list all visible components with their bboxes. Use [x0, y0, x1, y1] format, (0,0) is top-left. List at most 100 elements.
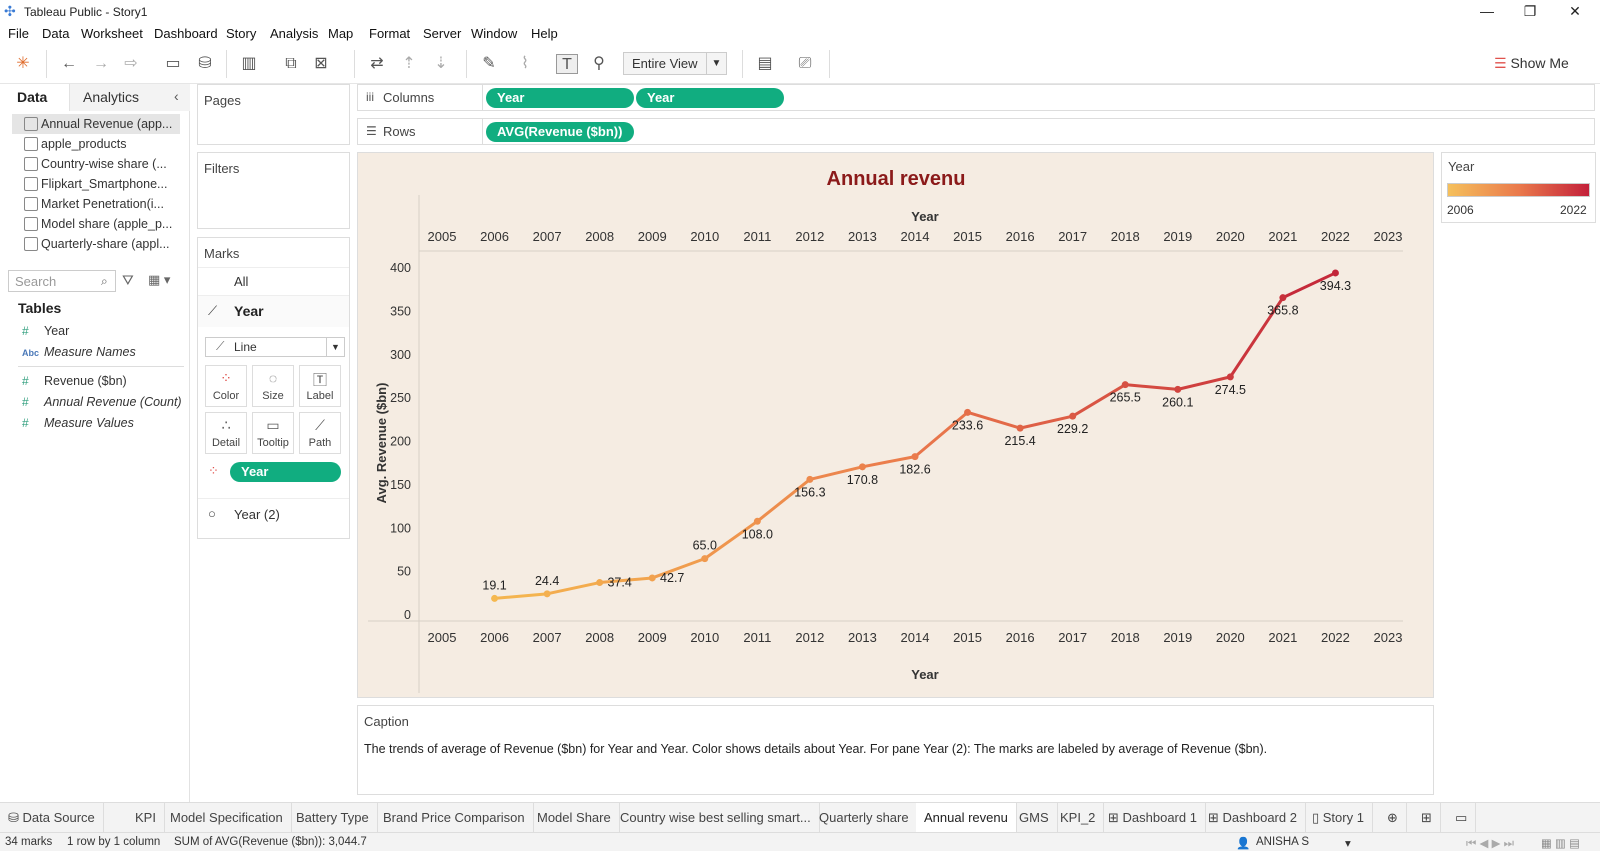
line-chart[interactable]: Annual revenu Year Year Avg. Revenue ($b…: [358, 153, 1433, 697]
new-worksheet-tab-icon[interactable]: ⊕: [1379, 803, 1407, 832]
detail-button[interactable]: ∴ Detail: [205, 412, 247, 454]
presentation-mode-icon[interactable]: ⎚: [798, 55, 812, 72]
color-button[interactable]: ⁘ Color: [205, 365, 247, 407]
save-icon[interactable]: ▭: [165, 55, 181, 72]
filters-shelf[interactable]: Filters: [197, 152, 350, 229]
tab-gms[interactable]: GMS: [1011, 803, 1058, 832]
sort-descending-icon[interactable]: ⇣: [434, 55, 448, 72]
field-item[interactable]: Abc Measure Names: [22, 345, 136, 359]
clear-sheet-icon[interactable]: ⊠: [314, 55, 328, 72]
columns-year-pill-2[interactable]: Year: [636, 88, 784, 108]
replay-icon[interactable]: ⇨: [124, 55, 138, 72]
tableau-home-icon[interactable]: ✳: [16, 55, 30, 72]
show-me-button[interactable]: ☰ Show Me: [1494, 55, 1569, 72]
menu-help[interactable]: Help: [531, 26, 558, 41]
x-tick-label-top: 2014: [901, 229, 930, 244]
fix-axes-icon[interactable]: ⚲: [593, 55, 605, 72]
tab-model-share[interactable]: Model Share: [529, 803, 620, 832]
filter-icon[interactable]: ⛛: [122, 272, 134, 288]
pages-label: Pages: [204, 93, 241, 108]
field-item[interactable]: # Year: [22, 324, 69, 338]
page-nav-icons[interactable]: ⏮ ◀ ▶ ⏭: [1466, 838, 1514, 850]
mark-type-select[interactable]: ⟋ Line ▼: [205, 337, 345, 357]
view-mode-icons[interactable]: ▦ ▥ ▤: [1541, 838, 1580, 850]
tab-analytics[interactable]: Analytics: [69, 84, 190, 111]
tab-data[interactable]: Data: [0, 84, 69, 111]
maximize-button[interactable]: ❐: [1523, 3, 1537, 19]
duplicate-sheet-icon[interactable]: ⧉: [285, 55, 297, 72]
new-datasource-icon[interactable]: ⛁: [198, 55, 212, 72]
tab-model-specification[interactable]: Model Specification: [162, 803, 292, 832]
tab-dashboard-2[interactable]: ⊞ Dashboard 2: [1200, 803, 1306, 832]
color-legend[interactable]: Year 2006 2022: [1441, 152, 1596, 223]
menu-window[interactable]: Window: [471, 26, 518, 41]
size-button[interactable]: ◌ Size: [252, 365, 294, 407]
tab-kpi[interactable]: KPI: [127, 803, 165, 832]
new-worksheet-icon[interactable]: ▥: [241, 55, 257, 72]
highlight-icon[interactable]: ✎: [482, 55, 496, 72]
menu-map[interactable]: Map: [328, 26, 354, 41]
chevron-down-icon[interactable]: ▾: [1345, 838, 1351, 850]
viz-area[interactable]: Annual revenu Year Year Avg. Revenue ($b…: [357, 152, 1434, 698]
caption-card[interactable]: Caption The trends of average of Revenue…: [357, 705, 1434, 795]
datasource-item[interactable]: Model share (apple_p...: [12, 214, 180, 234]
tab-battery-type[interactable]: Battery Type: [288, 803, 378, 832]
menu-file[interactable]: File: [8, 26, 29, 41]
show-cards-icon[interactable]: ▤: [757, 55, 773, 72]
menu-story[interactable]: Story: [226, 26, 257, 41]
tab-dashboard-1[interactable]: ⊞ Dashboard 1: [1100, 803, 1206, 832]
menu-analysis[interactable]: Analysis: [270, 26, 319, 41]
tab-story-1[interactable]: ▯ Story 1: [1304, 803, 1373, 832]
field-item[interactable]: # Measure Values: [22, 416, 134, 430]
group-members-icon[interactable]: ⌇: [521, 55, 529, 72]
menu-dashboard[interactable]: Dashboard: [154, 26, 218, 41]
redo-icon[interactable]: →: [93, 55, 109, 72]
show-mark-labels-icon[interactable]: T: [556, 54, 578, 74]
collapse-icon[interactable]: ‹: [174, 88, 179, 104]
datasource-item[interactable]: Flipkart_Smartphone...: [12, 174, 180, 194]
menu-data[interactable]: Data: [42, 26, 70, 41]
menu-format[interactable]: Format: [369, 26, 411, 41]
marks-year2-row[interactable]: ○ Year (2): [198, 498, 349, 530]
new-dashboard-tab-icon[interactable]: ⊞: [1413, 803, 1441, 832]
pages-shelf[interactable]: Pages: [197, 84, 350, 145]
menu-worksheet[interactable]: Worksheet: [81, 26, 143, 41]
tab-brand-price-comparison[interactable]: Brand Price Comparison: [375, 803, 534, 832]
tab-data-source[interactable]: ⛁ Data Source: [0, 803, 104, 832]
marks-year-row[interactable]: ⟋ Year: [198, 295, 349, 327]
series-line-segment: [755, 477, 812, 523]
view-options-icon[interactable]: ▦ ▾: [148, 272, 171, 287]
undo-icon[interactable]: ←: [61, 55, 77, 72]
columns-shelf[interactable]: iii Columns Year Year: [357, 84, 1595, 111]
marks-all-row[interactable]: All: [198, 267, 349, 295]
minimize-button[interactable]: —: [1480, 3, 1494, 19]
swap-rows-columns-icon[interactable]: ⇄: [370, 55, 384, 72]
tooltip-button[interactable]: ▭ Tooltip: [252, 412, 294, 454]
datasource-item[interactable]: Quarterly-share (appl...: [12, 234, 180, 254]
tab-quarterly-share[interactable]: Quarterly share: [811, 803, 918, 832]
label-button[interactable]: 🅃 Label: [299, 365, 341, 407]
sort-ascending-icon[interactable]: ⇡: [402, 55, 416, 72]
fit-select[interactable]: Entire View ▼: [623, 52, 727, 75]
field-item[interactable]: # Revenue ($bn): [22, 374, 127, 388]
field-item[interactable]: # Annual Revenue (Count): [22, 395, 182, 409]
status-user[interactable]: ANISHA S: [1256, 836, 1310, 848]
datasource-item[interactable]: Annual Revenue (app...: [12, 114, 180, 134]
color-year-pill[interactable]: Year: [230, 462, 341, 482]
tab-country-wise[interactable]: Country wise best selling smart...: [612, 803, 820, 832]
tab-annual-revenu[interactable]: Annual revenu: [916, 803, 1017, 832]
datasource-item[interactable]: Market Penetration(i...: [12, 194, 180, 214]
rows-shelf[interactable]: ☰ Rows AVG(Revenue ($bn)): [357, 118, 1595, 145]
search-input[interactable]: Search: [8, 270, 116, 292]
rows-avg-revenue-pill[interactable]: AVG(Revenue ($bn)): [486, 122, 634, 142]
path-button[interactable]: ⟋ Path: [299, 412, 341, 454]
new-story-tab-icon[interactable]: ▭: [1447, 803, 1477, 832]
tab-kpi-2[interactable]: KPI_2: [1052, 803, 1105, 832]
datasource-item[interactable]: Country-wise share (...: [12, 154, 180, 174]
menu-server[interactable]: Server: [423, 26, 462, 41]
close-button[interactable]: ✕: [1569, 3, 1581, 19]
x-tick-label-bottom: 2010: [690, 630, 719, 645]
datasource-label: apple_products: [41, 137, 127, 151]
datasource-item[interactable]: apple_products: [12, 134, 180, 154]
columns-year-pill[interactable]: Year: [486, 88, 634, 108]
